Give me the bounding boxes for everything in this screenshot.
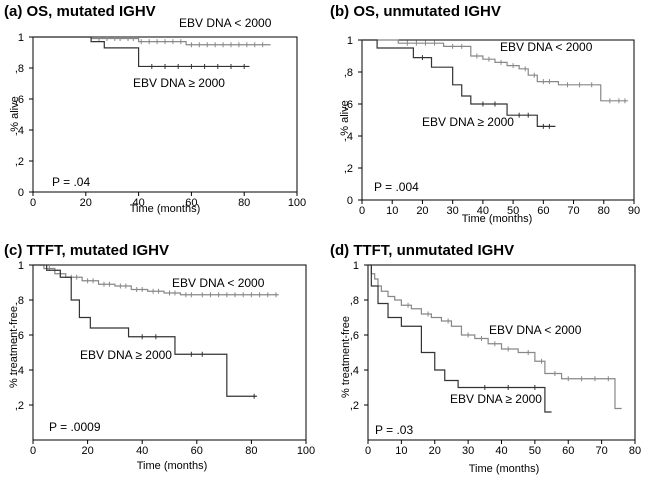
panel-d-title: (d) TTFT, unmutated IGHV xyxy=(330,242,515,259)
panel-b-x-tick-label: 10 xyxy=(386,205,398,217)
panel-c-x-tick-label: 100 xyxy=(297,445,315,457)
panel-b-y-tick-label: 1 xyxy=(347,35,353,47)
panel-a-plot-frame xyxy=(32,36,298,193)
panel-a-y-tick-label: ,8 xyxy=(15,63,24,75)
panel-b-plot-frame xyxy=(361,39,635,201)
panel-b-y-tick-label: ,8 xyxy=(344,67,353,79)
panel-d-x-tick-label: 0 xyxy=(365,445,371,457)
panel-c-series-high-curve xyxy=(33,264,257,397)
panel-d-x-tick-label: 10 xyxy=(395,445,407,457)
panel-d-x-tick-label: 30 xyxy=(462,445,474,457)
panel-b-x-axis-label: Time (months) xyxy=(462,213,533,225)
panel-b-x-tick-label: 0 xyxy=(359,205,365,217)
panel-b-x-tick-label: 50 xyxy=(507,205,519,217)
panel-c-y-axis-label: % treatment-free xyxy=(8,306,20,388)
panel-d-x-tick-label: 20 xyxy=(429,445,441,457)
panel-c-x-tick-label: 0 xyxy=(30,445,36,457)
panel-a-x-tick-label: 0 xyxy=(30,197,36,209)
panel-b-series-low-curve xyxy=(362,39,628,102)
panel-a-series-high-label: EBV DNA ≥ 2000 xyxy=(133,76,225,90)
panel-c-x-tick-label: 80 xyxy=(245,445,257,457)
panel-d-y-tick-label: ,4 xyxy=(350,365,359,377)
panel-a-series-low-curve xyxy=(33,36,271,46)
panel-b-x-tick-label: 70 xyxy=(567,205,579,217)
panel-c-x-axis-label: Time (months) xyxy=(137,460,208,472)
panel-b-series-low-label: EBV DNA < 2000 xyxy=(500,40,593,54)
panel-d-series-high-curve xyxy=(368,264,552,413)
panel-b-title: (b) OS, unmutated IGHV xyxy=(330,3,501,20)
panel-a-y-tick-label: ,6 xyxy=(15,94,24,106)
panel-c-y-tick-label: ,6 xyxy=(15,330,24,342)
panel-d-p-value: P = .03 xyxy=(375,423,413,437)
panel-a-series-low-label: EBV DNA < 2000 xyxy=(179,16,272,30)
panel-d-series-high-label: EBV DNA ≥ 2000 xyxy=(450,392,542,406)
panel-c-plot-frame xyxy=(32,264,307,441)
panel-d-x-tick-label: 40 xyxy=(495,445,507,457)
panel-d-y-tick-label: ,6 xyxy=(350,330,359,342)
panel-b-x-tick-label: 80 xyxy=(598,205,610,217)
panel-d-x-axis-label: Time (months) xyxy=(469,463,540,475)
panel-b-y-tick-label: 0 xyxy=(347,195,353,207)
panel-a-y-tick-label: 1 xyxy=(18,32,24,44)
panel-d-y-tick-label: 1 xyxy=(353,260,359,272)
panel-b-x-tick-label: 40 xyxy=(477,205,489,217)
panel-b-y-axis-label: % alive xyxy=(339,100,351,135)
panel-a-x-tick-label: 100 xyxy=(288,197,306,209)
panel-a-series-high-curve xyxy=(33,36,250,68)
panel-c-x-tick-label: 60 xyxy=(191,445,203,457)
panel-b-x-tick-label: 60 xyxy=(537,205,549,217)
panel-a-title: (a) OS, mutated IGHV xyxy=(4,3,156,20)
panel-a-x-axis-label: Time (months) xyxy=(130,203,201,215)
panel-a-y-axis-label: % alive xyxy=(9,96,21,131)
panel-a-y-tick-label: ,4 xyxy=(15,125,24,137)
panel-c-y-tick-label: ,8 xyxy=(15,295,24,307)
panel-c-y-tick-label: ,4 xyxy=(15,365,24,377)
panel-b-y-tick-label: ,2 xyxy=(344,163,353,175)
panel-c-series-high-label: EBV DNA ≥ 2000 xyxy=(80,348,172,362)
panel-d-y-axis-label: % treatment-free xyxy=(340,316,352,398)
panel-d-x-tick-label: 60 xyxy=(562,445,574,457)
panel-d-x-tick-label: 80 xyxy=(629,445,641,457)
panel-b-series-high-label: EBV DNA ≥ 2000 xyxy=(422,115,514,129)
panel-c-series-low-label: EBV DNA < 2000 xyxy=(172,276,265,290)
panel-c-y-tick-label: ,2 xyxy=(15,400,24,412)
panel-a-x-tick-label: 20 xyxy=(80,197,92,209)
panel-d-x-tick-label: 50 xyxy=(529,445,541,457)
panel-a-x-tick-label: 40 xyxy=(132,197,144,209)
panel-c-p-value: P = .0009 xyxy=(49,420,101,434)
panel-a-p-value: P = .04 xyxy=(52,175,90,189)
panel-d-y-tick-label: ,8 xyxy=(350,295,359,307)
panel-c-y-tick-label: 1 xyxy=(18,260,24,272)
panel-a-y-tick-label: 0 xyxy=(18,187,24,199)
panel-b-x-tick-label: 30 xyxy=(447,205,459,217)
panel-c-x-tick-label: 40 xyxy=(136,445,148,457)
panel-d-plot-frame xyxy=(367,264,636,441)
panel-d-series-low-curve xyxy=(368,264,622,410)
panel-c-title: (c) TTFT, mutated IGHV xyxy=(4,242,169,259)
panel-b-p-value: P = .004 xyxy=(374,180,419,194)
panel-b-x-tick-label: 20 xyxy=(416,205,428,217)
panel-d-x-tick-label: 70 xyxy=(596,445,608,457)
panel-b-series-high-curve xyxy=(362,39,556,127)
panel-d-y-tick-label: ,2 xyxy=(350,400,359,412)
panel-b-y-tick-label: ,6 xyxy=(344,99,353,111)
panel-a-x-tick-label: 60 xyxy=(185,197,197,209)
panel-a-y-tick-label: ,2 xyxy=(15,156,24,168)
panel-a-x-tick-label: 80 xyxy=(238,197,250,209)
panel-d-series-low-label: EBV DNA < 2000 xyxy=(489,323,582,337)
panel-b-y-tick-label: ,4 xyxy=(344,131,353,143)
panel-c-x-tick-label: 20 xyxy=(81,445,93,457)
panel-b-x-tick-label: 90 xyxy=(628,205,640,217)
